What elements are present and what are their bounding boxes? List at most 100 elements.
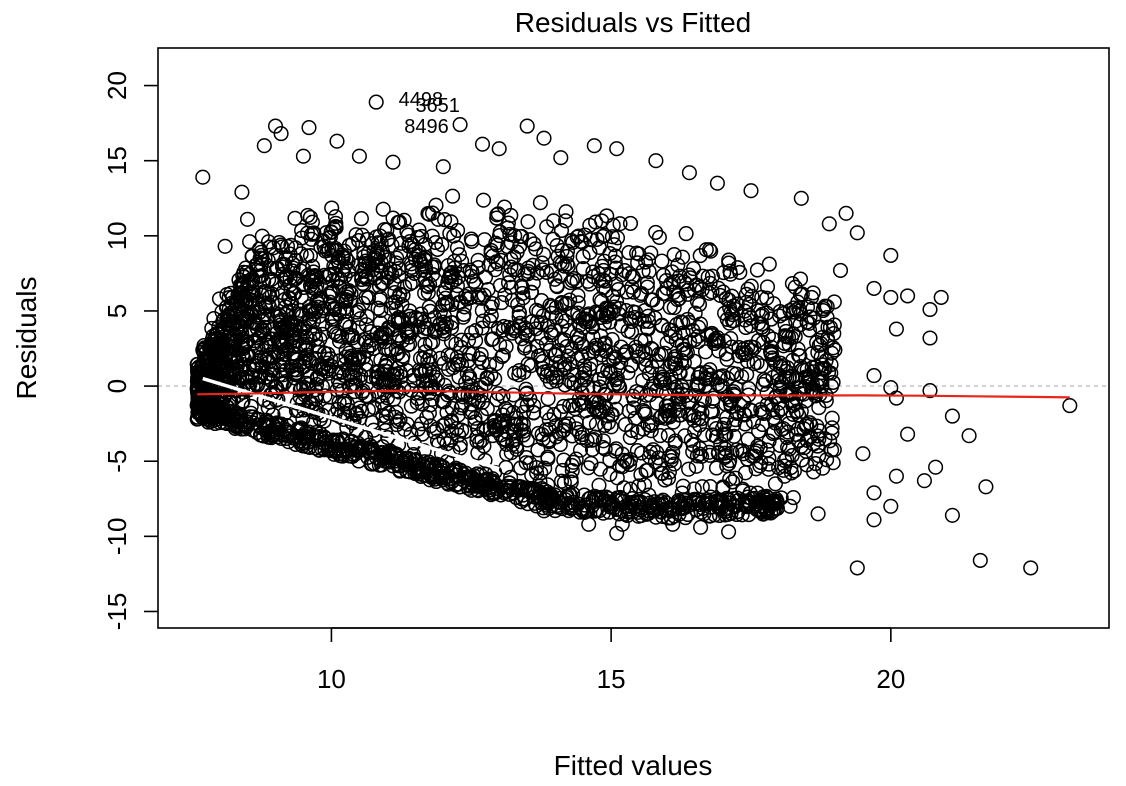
data-point [729, 506, 745, 523]
data-point [432, 350, 448, 366]
data-point [596, 253, 612, 269]
data-point [535, 354, 551, 370]
data-point [662, 299, 678, 315]
data-point [763, 339, 780, 355]
data-point [389, 250, 405, 266]
data-point [205, 328, 221, 344]
data-point [760, 461, 777, 477]
data-point [301, 424, 317, 440]
data-point [922, 383, 938, 399]
data-point [373, 302, 389, 319]
data-point [728, 301, 744, 318]
data-point [689, 376, 705, 392]
data-point [675, 249, 691, 265]
data-point [471, 287, 488, 303]
data-point [595, 272, 611, 288]
data-point [463, 389, 479, 405]
lowess-smoother-line [197, 389, 1070, 399]
data-point [813, 336, 829, 352]
data-point [533, 465, 549, 481]
data-point [576, 395, 592, 411]
data-point [370, 300, 386, 316]
data-point [244, 270, 260, 287]
point-annotation: 8496 [404, 116, 449, 138]
data-point [261, 299, 277, 315]
data-point [961, 428, 977, 444]
data-point [606, 237, 622, 253]
data-point [421, 385, 437, 401]
data-point [753, 401, 769, 418]
data-point [693, 519, 709, 535]
data-point [801, 370, 818, 386]
data-point [470, 259, 486, 276]
data-point [308, 424, 324, 441]
data-point [562, 398, 578, 414]
data-point [640, 313, 657, 329]
data-point [588, 402, 604, 418]
data-point [675, 315, 691, 331]
data-point [306, 274, 322, 290]
y-tick-label: 5 [102, 304, 132, 318]
data-point [293, 263, 309, 279]
data-point [736, 406, 752, 422]
data-point [662, 409, 678, 425]
data-point [838, 205, 854, 221]
data-point [553, 150, 569, 166]
data-point [253, 247, 270, 263]
data-point [435, 159, 451, 175]
data-point [697, 344, 714, 360]
data-point [312, 368, 328, 384]
data-point [630, 255, 646, 271]
data-point [635, 263, 651, 279]
data-point [933, 289, 949, 305]
data-point [452, 437, 468, 453]
data-point [325, 434, 341, 450]
data-point [349, 304, 365, 320]
data-point [824, 410, 840, 426]
data-point [741, 296, 757, 312]
data-point [610, 375, 626, 392]
data-point [524, 284, 540, 300]
data-point [671, 273, 687, 289]
data-point [562, 292, 578, 308]
data-point [812, 423, 828, 439]
data-point [610, 361, 626, 377]
data-point [335, 443, 351, 459]
data-point [562, 356, 578, 372]
data-point [651, 229, 667, 245]
x-tick-label: 10 [317, 664, 346, 694]
data-point [754, 306, 770, 322]
data-point [526, 404, 542, 421]
data-point [571, 424, 587, 440]
data-point [264, 423, 280, 439]
point-annotation: 3651 [415, 95, 460, 117]
data-point [455, 389, 471, 405]
data-point [654, 318, 670, 334]
data-point [737, 312, 753, 328]
data-point [520, 496, 536, 512]
data-point [709, 175, 725, 191]
data-point [819, 452, 835, 468]
data-point [487, 371, 503, 387]
data-point [648, 509, 664, 525]
data-point [541, 412, 557, 428]
data-point [311, 357, 327, 373]
data-point [548, 310, 564, 326]
data-point [716, 416, 732, 432]
data-point [668, 360, 685, 376]
data-point [513, 415, 529, 431]
data-point [447, 272, 463, 288]
data-point [474, 303, 490, 319]
data-point [274, 259, 291, 275]
data-point [594, 213, 610, 229]
data-point [580, 460, 596, 476]
data-point [307, 382, 323, 398]
data-point [361, 338, 377, 354]
data-point [671, 391, 687, 407]
data-point [490, 206, 506, 222]
data-point [366, 400, 382, 416]
data-point [340, 253, 356, 269]
data-point [462, 262, 478, 278]
data-point [425, 469, 441, 485]
data-point [712, 287, 728, 303]
